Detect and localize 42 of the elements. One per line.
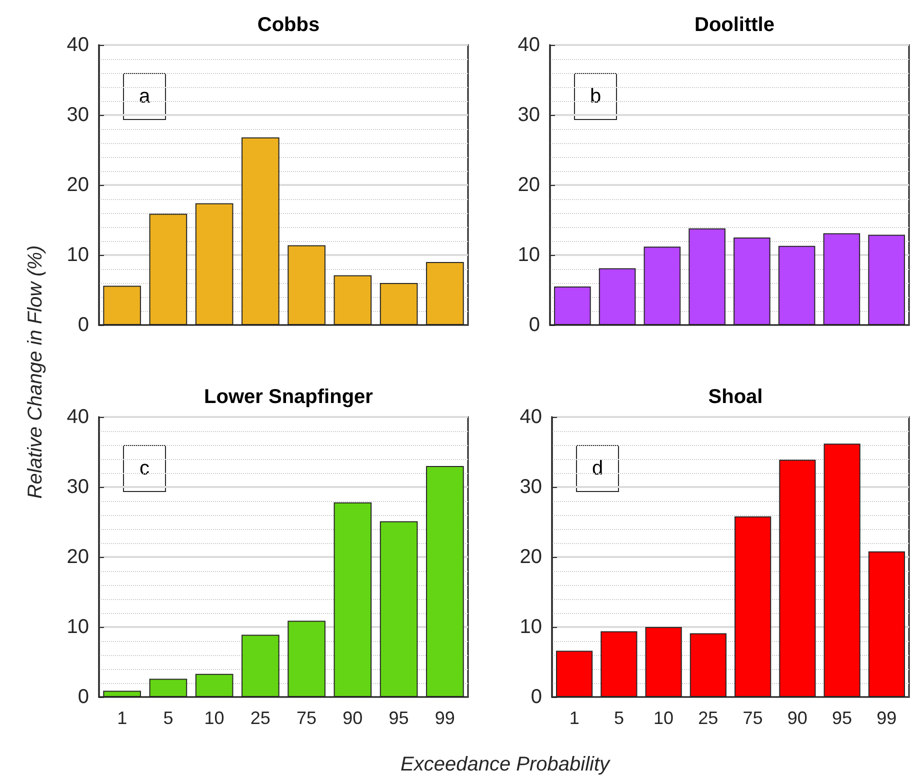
chart-title: Shoal (708, 386, 763, 408)
chart-title: Cobbs (257, 14, 320, 36)
y-tick-label: 30 (66, 476, 89, 498)
y-tick-label: 10 (66, 616, 89, 638)
x-tick-label: 1 (117, 708, 128, 728)
x-tick-label: 25 (698, 708, 718, 728)
y-tick-label: 20 (520, 546, 542, 568)
y-tick-label: 20 (66, 546, 89, 568)
y-tick-label: 10 (518, 244, 540, 266)
x-tick-label: 10 (654, 708, 674, 728)
y-tick-label: 30 (520, 476, 542, 498)
x-tick-label: 75 (742, 708, 763, 728)
y-tick-label: 10 (520, 616, 542, 638)
chart-title: Doolittle (694, 14, 774, 36)
x-tick-label: 95 (388, 708, 409, 728)
y-tick-label: 0 (78, 686, 89, 708)
x-tick-label: 90 (342, 708, 363, 728)
y-tick-label: 0 (78, 314, 89, 336)
x-tick-label: 5 (614, 708, 624, 728)
x-tick-label: 5 (163, 708, 174, 728)
y-axis-title: Relative Change in Flow (%) (24, 245, 48, 499)
x-axis-title: Exceedance Probability (400, 754, 610, 776)
y-tick-label: 40 (520, 406, 542, 428)
x-tick-label: 25 (250, 708, 270, 728)
y-tick-label: 20 (518, 174, 540, 196)
y-tick-label: 0 (528, 314, 540, 336)
x-tick-label: 99 (434, 708, 455, 728)
x-tick-label: 95 (832, 708, 852, 728)
y-tick-label: 40 (66, 34, 89, 56)
x-tick-label: 75 (296, 708, 317, 728)
y-tick-label: 10 (66, 244, 89, 266)
x-tick-label: 90 (787, 708, 808, 728)
y-tick-label: 20 (66, 174, 89, 196)
chart-title: Lower Snapfinger (204, 386, 374, 408)
x-tick-label: 99 (876, 708, 897, 728)
y-tick-label: 30 (518, 104, 540, 126)
x-tick-label: 1 (569, 708, 580, 728)
y-tick-label: 40 (66, 406, 89, 428)
y-tick-label: 40 (518, 34, 540, 56)
y-tick-label: 0 (530, 686, 542, 708)
y-tick-label: 30 (66, 104, 89, 126)
x-tick-label: 10 (204, 708, 224, 728)
